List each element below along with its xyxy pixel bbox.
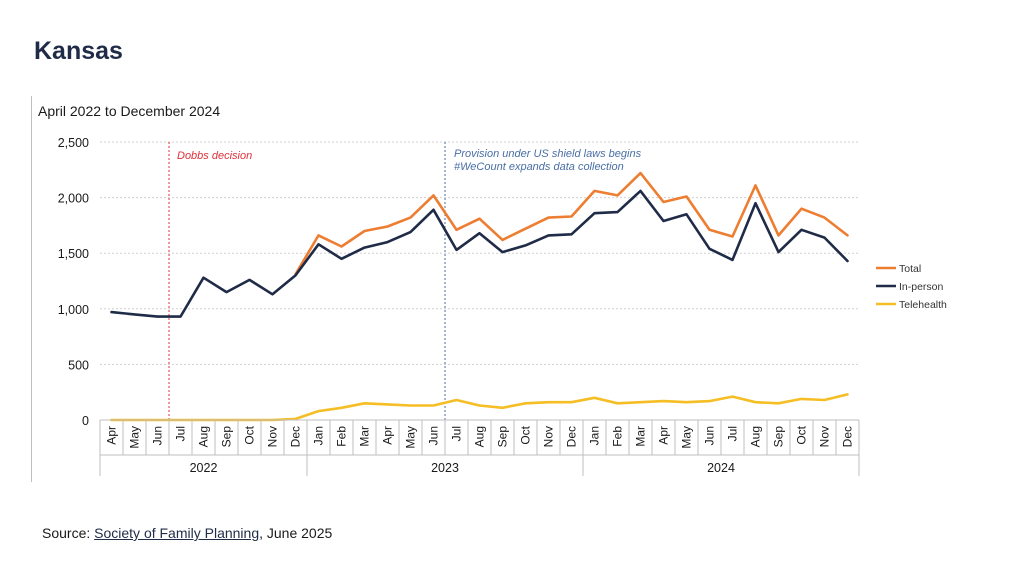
chart-title: April 2022 to December 2024 [38, 103, 220, 119]
x-tick-label: Sep [496, 426, 510, 448]
source-suffix: , June 2025 [259, 525, 333, 541]
y-tick-label: 2,500 [58, 136, 89, 150]
x-tick-label: Sep [772, 426, 786, 448]
x-tick-label: Nov [818, 426, 832, 447]
series-line-in-person [110, 189, 849, 318]
y-tick-label: 2,000 [58, 192, 89, 206]
x-tick-label: Oct [519, 425, 533, 444]
y-tick-label: 500 [68, 358, 89, 372]
x-tick-label: May [404, 426, 418, 449]
x-tick-label: Sep [220, 426, 234, 448]
page-title: Kansas [34, 37, 123, 65]
x-tick-label: May [128, 426, 142, 449]
x-tick-label: Dec [565, 426, 579, 447]
x-tick-label: Feb [611, 426, 625, 447]
x-tick-label: Mar [358, 426, 372, 447]
y-tick-label: 1,500 [58, 247, 89, 261]
legend-label: In-person [899, 281, 944, 293]
series-line-telehealth [110, 393, 849, 422]
x-tick-label: Jun [703, 426, 717, 445]
annotation-label: #WeCount expands data collection [454, 161, 624, 173]
legend-label: Total [899, 263, 921, 275]
y-tick-label: 0 [82, 414, 89, 428]
x-tick-label: Apr [657, 426, 671, 445]
x-tick-label: Jan [588, 426, 602, 445]
series-line-total [294, 171, 849, 276]
x-tick-label: Aug [749, 426, 763, 447]
legend-label: Telehealth [899, 299, 947, 311]
year-label: 2024 [707, 461, 735, 475]
x-tick-label: Aug [473, 426, 487, 447]
x-tick-label: May [680, 426, 694, 449]
x-tick-label: Mar [634, 426, 648, 447]
x-tick-label: Jul [726, 426, 740, 441]
annotation-label: Dobbs decision [177, 150, 252, 162]
source-note: Source: Society of Family Planning, June… [42, 525, 332, 541]
x-tick-label: Aug [197, 426, 211, 447]
x-tick-label: Feb [335, 426, 349, 447]
x-tick-label: Jan [312, 426, 326, 445]
year-label: 2023 [431, 461, 459, 475]
x-tick-label: Dec [289, 426, 303, 447]
x-tick-label: Nov [266, 426, 280, 447]
year-label: 2022 [190, 461, 218, 475]
x-tick-label: Jul [450, 426, 464, 441]
y-tick-label: 1,000 [58, 303, 89, 317]
x-tick-label: Oct [795, 425, 809, 444]
x-tick-label: Jul [174, 426, 188, 441]
source-link[interactable]: Society of Family Planning [94, 525, 260, 541]
annotation-label: Provision under US shield laws begins [454, 148, 642, 160]
x-tick-label: Oct [243, 425, 257, 444]
x-tick-label: Dec [841, 426, 855, 447]
x-tick-label: Jun [151, 426, 165, 445]
frame-divider [31, 96, 32, 482]
source-prefix: Source: [42, 525, 95, 541]
x-tick-label: Jun [427, 426, 441, 445]
x-tick-label: Apr [105, 426, 119, 445]
x-tick-label: Nov [542, 426, 556, 447]
x-tick-label: Apr [381, 426, 395, 445]
